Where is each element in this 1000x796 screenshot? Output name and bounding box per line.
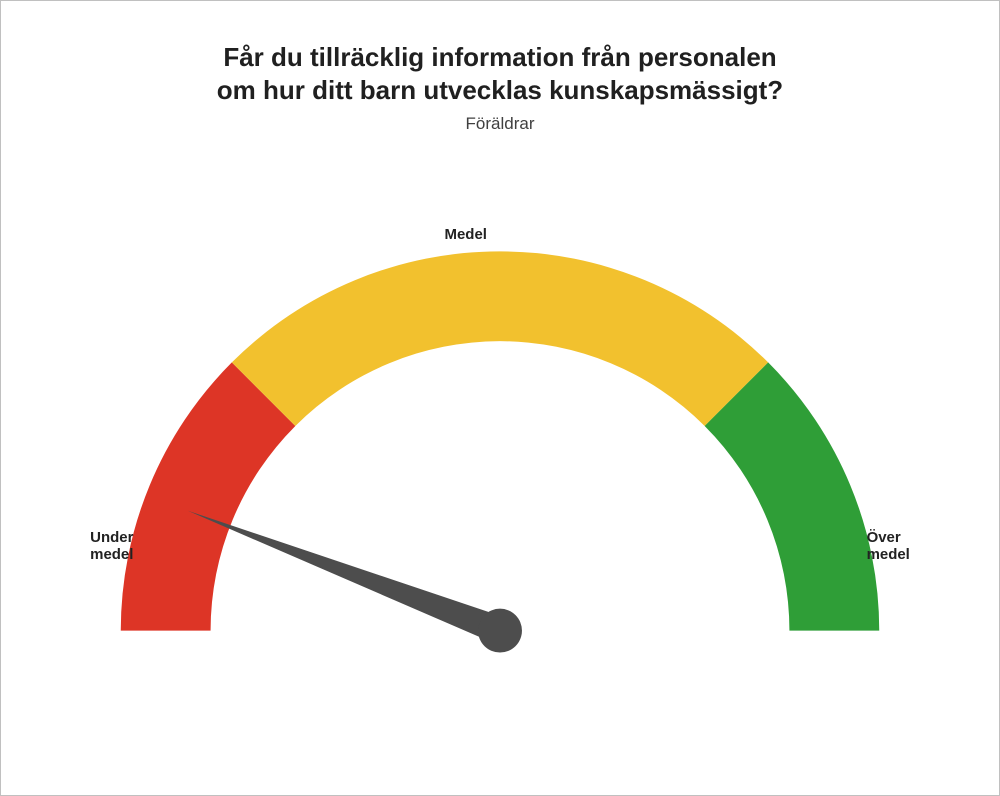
gauge-segment [232,251,768,426]
gauge-segment [705,362,880,630]
title-line-2: om hur ditt barn utvecklas kunskapsmässi… [217,75,783,105]
gauge-segment-label: Undermedel [90,529,133,563]
gauge-segment-label: Övermedel [867,529,910,563]
title-line-1: Får du tillräcklig information från pers… [223,42,776,72]
gauge-chart: Undermedel Medel Övermedel [1,111,999,795]
gauge-svg: Undermedel Medel Övermedel [1,111,999,751]
gauge-segment-label: Medel [445,226,487,243]
gauge-needle [188,511,505,644]
gauge-segment [121,362,296,630]
chart-frame: Får du tillräcklig information från pers… [0,0,1000,796]
gauge-hub [478,609,522,653]
chart-title: Får du tillräcklig information från pers… [120,41,880,106]
